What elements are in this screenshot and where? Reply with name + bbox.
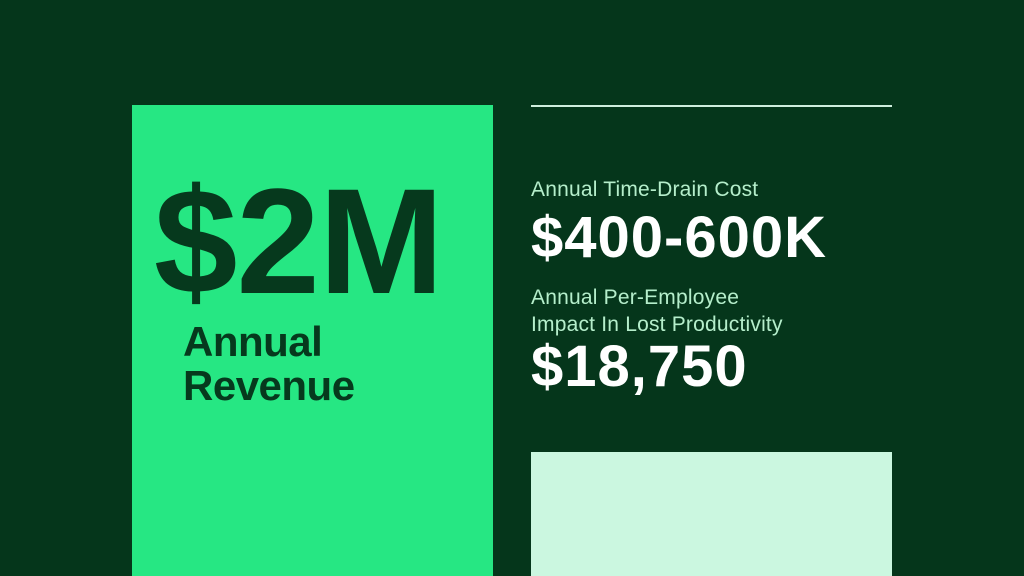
annual-revenue-value: $2M: [154, 157, 444, 325]
annual-revenue-label-line1: Annual: [183, 318, 323, 365]
divider-line: [531, 105, 892, 107]
annual-revenue-label: Annual Revenue: [183, 320, 355, 408]
per-employee-impact-label: Annual Per-Employee Impact In Lost Produ…: [531, 284, 783, 338]
annual-revenue-label-line2: Revenue: [183, 362, 355, 409]
per-employee-impact-value: $18,750: [531, 334, 748, 399]
annual-revenue-card: $2M Annual Revenue: [132, 105, 493, 576]
per-employee-impact-label-line1: Annual Per-Employee: [531, 286, 740, 309]
time-drain-cost-value: $400-600K: [531, 205, 827, 270]
per-employee-impact-label-line2: Impact In Lost Productivity: [531, 313, 783, 336]
time-drain-cost-label: Annual Time-Drain Cost: [531, 178, 759, 201]
decorative-mint-block: [531, 452, 892, 576]
